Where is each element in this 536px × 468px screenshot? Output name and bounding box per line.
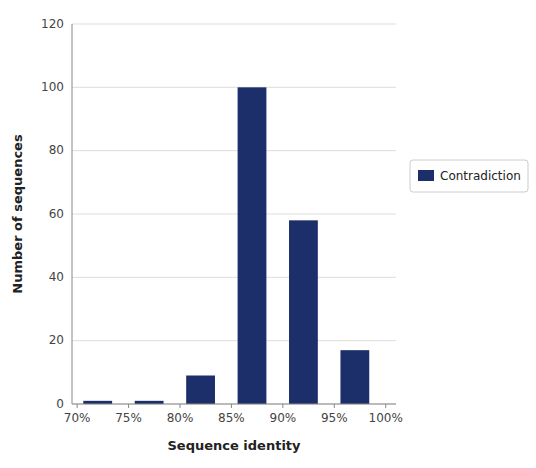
- y-ticks: 0 20 40 60 80 100 120: [41, 17, 64, 411]
- x-tick: [334, 404, 335, 408]
- x-tick: [128, 404, 129, 408]
- legend-box: [410, 160, 528, 192]
- x-axis-label: Sequence identity: [167, 438, 301, 453]
- x-tick-label: 90%: [270, 411, 297, 425]
- chart-container: 0 20 40 60 80 100 120 70% 75% 80% 85% 90% 95% 100% Seq…: [0, 0, 536, 468]
- bar: [340, 350, 369, 404]
- y-axis-label: Number of sequences: [10, 134, 25, 294]
- y-tick-label: 100: [41, 80, 64, 94]
- grid: [72, 24, 396, 404]
- grid-line: [72, 277, 396, 278]
- grid-line: [72, 214, 396, 215]
- grid-line: [72, 24, 396, 25]
- grid-line: [72, 340, 396, 341]
- y-tick-label: 60: [49, 207, 64, 221]
- y-tick-label: 0: [56, 397, 64, 411]
- x-tick-label: 100%: [369, 411, 403, 425]
- chart: 0 20 40 60 80 100 120 70% 75% 80% 85% 90% 95% 100% Seq…: [0, 0, 536, 468]
- x-tick: [282, 404, 283, 408]
- bars: [83, 87, 369, 404]
- x-tick-label: 95%: [321, 411, 348, 425]
- x-ticks: 70% 75% 80% 85% 90% 95% 100%: [64, 404, 403, 425]
- y-tick-label: 80: [49, 143, 64, 157]
- y-tick-label: 40: [49, 270, 64, 284]
- x-tick: [77, 404, 78, 408]
- x-tick: [231, 404, 232, 408]
- bar: [238, 87, 267, 404]
- x-tick-label: 70%: [64, 411, 91, 425]
- grid-line: [72, 150, 396, 151]
- bar: [289, 220, 318, 404]
- grid-line: [72, 404, 396, 405]
- x-tick-label: 85%: [218, 411, 245, 425]
- legend: Contradiction: [410, 160, 528, 192]
- bar: [186, 376, 215, 405]
- x-axis-line: [72, 404, 396, 405]
- x-tick-label: 75%: [115, 411, 142, 425]
- y-axis-line: [72, 24, 73, 404]
- x-tick: [385, 404, 386, 408]
- grid-line: [72, 87, 396, 88]
- x-tick: [180, 404, 181, 408]
- y-tick-label: 20: [49, 333, 64, 347]
- legend-label: Contradiction: [440, 169, 521, 183]
- y-tick-label: 120: [41, 17, 64, 31]
- legend-swatch: [418, 170, 434, 181]
- x-tick-label: 80%: [167, 411, 194, 425]
